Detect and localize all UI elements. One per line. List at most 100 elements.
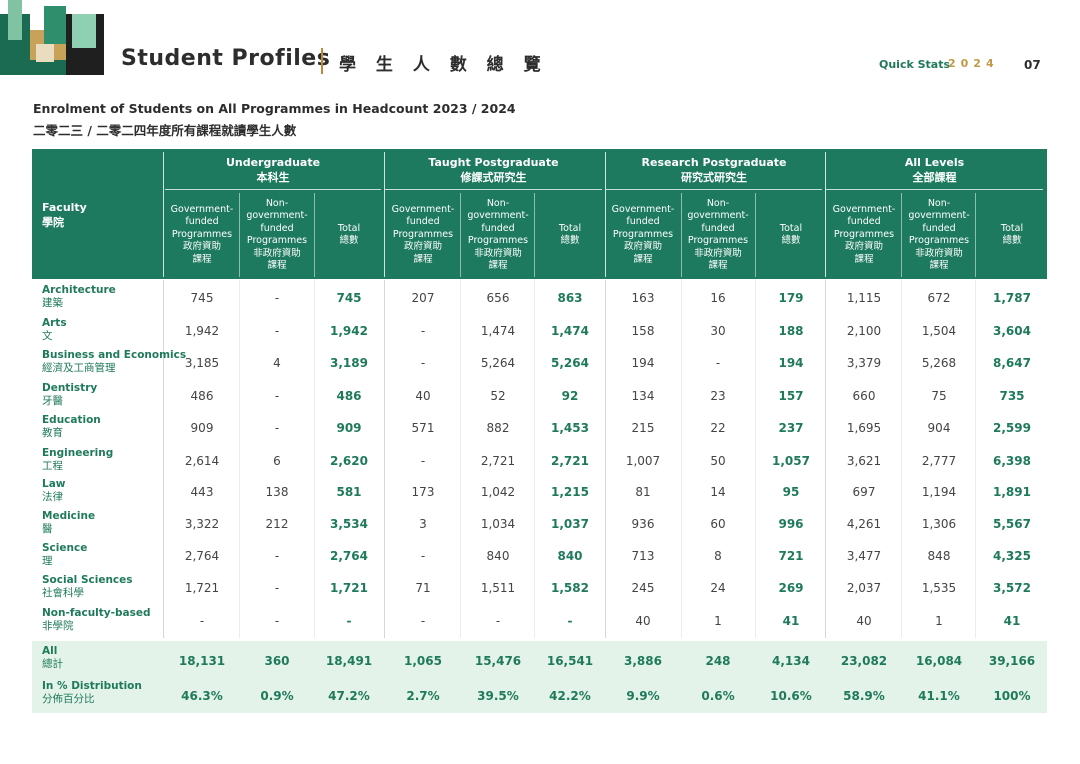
table-cell: -: [346, 614, 352, 628]
table-cell: 1,504: [921, 324, 957, 338]
table-cell: -: [274, 324, 280, 338]
table-cell: 16: [710, 291, 726, 305]
faculty-name-en: Arts: [42, 317, 67, 329]
subcol-header-line: Government-: [170, 203, 234, 215]
table-cell: -: [274, 581, 280, 595]
subcol-header: Non-government-funded Programmes 非政府資助 課程: [241, 193, 313, 277]
table-cell: -: [274, 389, 280, 403]
title-divider: [321, 48, 323, 74]
faculty-name: Education 教育: [42, 414, 101, 440]
table-cell: 14: [710, 485, 726, 499]
table-cell: 188: [778, 324, 804, 338]
table-cell: 60: [710, 517, 726, 531]
table-title-en: Enrolment of Students on All Programmes …: [33, 101, 516, 116]
table-cell: -: [567, 614, 573, 628]
subcol-header-line: 總數: [339, 235, 359, 246]
subcol-header-line: 政府資助: [182, 241, 221, 253]
table-cell: 41: [1003, 614, 1021, 628]
total-cell: 41.1%: [918, 689, 960, 703]
header-separator: [163, 152, 164, 277]
table-cell: 3,477: [846, 549, 882, 563]
faculty-name-zh: 非學院: [42, 620, 74, 632]
group-header: All Levels 全部課程: [826, 155, 1043, 185]
subcol-header-line: 政府資助: [403, 241, 442, 253]
total-label-en: All: [42, 645, 58, 657]
table-cell: 3,189: [330, 356, 368, 370]
subcol-header-line: Non-: [486, 197, 510, 209]
table-cell: 840: [486, 549, 510, 563]
faculty-name-zh: 文: [42, 330, 53, 342]
table-cell: 8,647: [993, 356, 1031, 370]
table-cell: 1,942: [330, 324, 368, 338]
table-cell: 138: [265, 485, 289, 499]
subcol-header: Total 總數: [756, 193, 826, 277]
page-title: Student Profiles: [121, 46, 331, 71]
body-subseparator: [314, 280, 315, 638]
table-cell: -: [420, 549, 426, 563]
table-cell: 5,268: [921, 356, 957, 370]
total-label: All 總計: [42, 645, 63, 671]
faculty-name-en: Non-faculty-based: [42, 607, 151, 619]
table-cell: 1,037: [551, 517, 589, 531]
body-subseparator: [681, 280, 682, 638]
group-header-en: Taught Postgraduate: [428, 156, 559, 169]
body-subseparator: [460, 280, 461, 638]
faculty-name: Dentistry 牙醫: [42, 382, 97, 408]
page-number: 07: [1024, 58, 1041, 72]
table-cell: 22: [710, 421, 726, 435]
total-cell: 360: [264, 654, 290, 668]
table-cell: 71: [415, 581, 431, 595]
table-cell: 581: [336, 485, 362, 499]
table-cell: 5,264: [480, 356, 516, 370]
group-underline: [606, 189, 822, 190]
subcol-header-line: 總數: [781, 235, 801, 246]
faculty-name-zh: 經濟及工商管理: [42, 362, 116, 374]
subcol-header-line: 非政府資助: [253, 247, 301, 259]
table-cell: 745: [336, 291, 362, 305]
body-subseparator: [755, 280, 756, 638]
subcol-header-line: Non-: [706, 197, 730, 209]
table-cell: 863: [557, 291, 583, 305]
total-cell: 1,065: [404, 654, 442, 668]
subcol-header-line: Programmes: [246, 235, 308, 246]
faculty-name-en: Engineering: [42, 447, 114, 459]
page-title-zh: 學 生 人 數 總 覽: [339, 55, 548, 75]
table-cell: 2,721: [551, 454, 589, 468]
table-cell: 3,379: [846, 356, 882, 370]
subcol-header: Non-government-funded Programmes 非政府資助 課程: [903, 193, 975, 277]
table-cell: 1,942: [184, 324, 220, 338]
table-cell: 697: [852, 485, 876, 499]
table-cell: 269: [778, 581, 804, 595]
subcol-header-line: Programmes: [908, 235, 970, 246]
faculty-name: Arts 文: [42, 317, 67, 343]
table-cell: 2,721: [480, 454, 516, 468]
subcol-header-line: Government-: [391, 203, 455, 215]
group-underline: [826, 189, 1043, 190]
table-cell: 909: [336, 421, 362, 435]
quick-stats-year: 2024: [948, 57, 999, 70]
subcol-header-line: government-: [908, 210, 970, 221]
table-cell: 1,057: [772, 454, 810, 468]
table-cell: 1,535: [921, 581, 957, 595]
table-cell: 40: [415, 389, 431, 403]
total-cell: 39,166: [988, 654, 1036, 668]
table-cell: 215: [631, 421, 655, 435]
subcol-separator: [314, 193, 315, 277]
faculty-name-en: Social Sciences: [42, 574, 133, 586]
table-cell: 4: [273, 356, 281, 370]
table-cell: 4,261: [846, 517, 882, 531]
faculty-name-en: Architecture: [42, 284, 116, 296]
table-cell: 672: [927, 291, 951, 305]
total-cell: 23,082: [840, 654, 888, 668]
total-cell: 18,491: [325, 654, 373, 668]
table-cell: 23: [710, 389, 726, 403]
total-label-en: In % Distribution: [42, 680, 142, 692]
table-cell: 660: [852, 389, 876, 403]
subcol-header-line: funded: [481, 222, 515, 234]
subcol-header-line: funded: [701, 222, 735, 234]
table-cell: 5,567: [993, 517, 1031, 531]
subcol-header: Government-funded Programmes 政府資助 課程: [607, 193, 679, 277]
table-cell: 486: [190, 389, 214, 403]
table-cell: 3,604: [993, 324, 1031, 338]
table-cell: 3,621: [846, 454, 882, 468]
